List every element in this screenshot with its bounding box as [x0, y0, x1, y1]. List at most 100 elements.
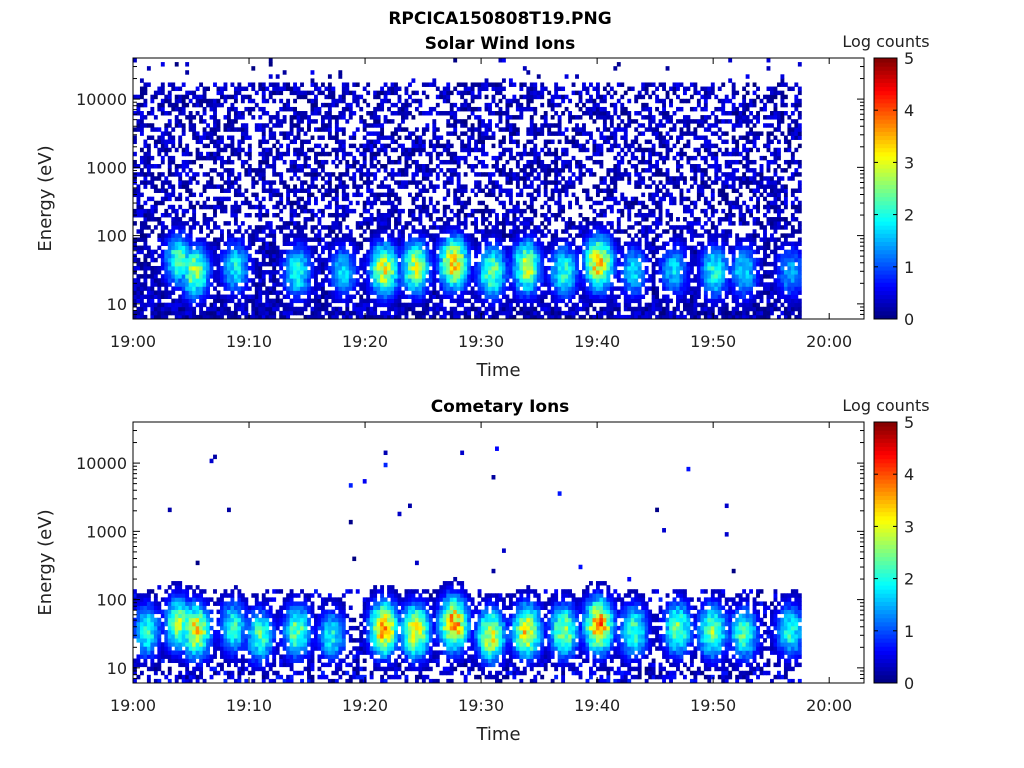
heatmap-cell	[592, 286, 597, 291]
heatmap-cell	[474, 229, 479, 234]
heatmap-cell	[481, 282, 485, 287]
heatmap-cell	[373, 200, 378, 206]
heatmap-cell	[324, 115, 329, 120]
heatmap-cell	[515, 151, 520, 157]
heatmap-cell	[320, 208, 325, 214]
heatmap-cell	[254, 233, 259, 238]
heatmap-cell	[595, 261, 600, 267]
heatmap-cell	[467, 212, 472, 218]
heatmap-cell	[432, 188, 437, 193]
heatmap-cell	[421, 233, 426, 238]
heatmap-cell	[226, 249, 231, 255]
heatmap-cell	[446, 225, 451, 230]
heatmap-cell	[153, 127, 158, 132]
heatmap-cell	[164, 176, 169, 181]
heatmap-cell	[223, 147, 228, 153]
heatmap-cell	[307, 314, 311, 320]
heatmap-cell	[428, 298, 433, 304]
heatmap-cell	[453, 245, 458, 251]
heatmap-cell	[352, 172, 357, 177]
heatmap-cell	[178, 139, 183, 145]
heatmap-cell	[411, 245, 416, 251]
heatmap-cell	[261, 290, 266, 295]
heatmap-cell	[254, 212, 259, 218]
heatmap-cell	[394, 180, 398, 185]
heatmap-cell	[380, 282, 385, 287]
heatmap-cell	[599, 270, 604, 275]
heatmap-cell	[582, 261, 586, 267]
heatmap-cell	[289, 119, 294, 124]
heatmap-cell	[460, 245, 465, 251]
heatmap-cell	[449, 249, 454, 255]
heatmap-cell	[272, 115, 277, 120]
heatmap-cell	[233, 286, 238, 291]
heatmap-cell	[536, 192, 541, 198]
heatmap-cell	[317, 106, 322, 112]
heatmap-cell	[338, 127, 343, 132]
heatmap-cell	[150, 172, 155, 177]
heatmap-cell	[557, 196, 562, 202]
heatmap-cell	[366, 257, 371, 263]
heatmap-cell	[477, 172, 482, 177]
heatmap-cell	[557, 257, 562, 263]
heatmap-cell	[136, 294, 141, 300]
heatmap-cell	[401, 237, 405, 242]
heatmap-cell	[602, 294, 607, 300]
heatmap-cell	[345, 212, 350, 218]
heatmap-cell	[498, 274, 503, 279]
heatmap-cell	[369, 314, 374, 320]
heatmap-cell	[595, 253, 600, 259]
heatmap-cell	[418, 151, 423, 157]
heatmap-cell	[338, 139, 343, 145]
heatmap-cell	[188, 257, 193, 263]
heatmap-cell	[529, 119, 534, 124]
heatmap-cell	[453, 274, 458, 279]
heatmap-cell	[519, 176, 524, 181]
heatmap-cell	[317, 159, 322, 165]
heatmap-cell	[481, 147, 485, 153]
heatmap-cell	[160, 212, 165, 218]
heatmap-cell	[199, 119, 204, 124]
heatmap-cell	[209, 270, 214, 275]
heatmap-cell	[334, 200, 339, 206]
heatmap-cell	[185, 286, 190, 291]
heatmap-cell	[341, 253, 346, 259]
heatmap-cell	[515, 257, 520, 263]
heatmap-cell	[568, 111, 572, 116]
heatmap-cell	[442, 278, 447, 283]
heatmap-cell	[345, 82, 350, 87]
heatmap-cell	[268, 94, 273, 100]
heatmap-cell	[394, 257, 398, 263]
heatmap-cell	[543, 111, 548, 116]
heatmap-cell	[533, 123, 538, 128]
heatmap-cell	[554, 155, 559, 161]
heatmap-cell	[366, 261, 371, 267]
heatmap-cell	[414, 184, 419, 189]
heatmap-cell	[602, 94, 607, 100]
heatmap-cell	[564, 139, 569, 145]
heatmap-cell	[376, 123, 381, 128]
heatmap-cell	[446, 265, 451, 271]
heatmap-cell	[515, 184, 520, 189]
heatmap-cell	[150, 270, 155, 275]
heatmap-cell	[244, 310, 249, 316]
heatmap-cell	[348, 257, 353, 263]
heatmap-cell	[599, 176, 604, 181]
heatmap-cell	[272, 131, 277, 136]
heatmap-cell	[341, 208, 346, 214]
heatmap-cell	[174, 286, 179, 291]
heatmap-cell	[543, 86, 548, 92]
heatmap-cell	[505, 302, 510, 308]
heatmap-cell	[526, 172, 531, 177]
heatmap-cell	[394, 217, 398, 222]
heatmap-cell	[331, 253, 336, 259]
heatmap-cell	[550, 314, 555, 320]
heatmap-cell	[157, 245, 162, 251]
heatmap-cell	[435, 270, 440, 275]
heatmap-cell	[310, 261, 315, 267]
heatmap-cell	[536, 261, 541, 267]
heatmap-cell	[397, 86, 402, 92]
heatmap-cell	[348, 274, 353, 279]
heatmap-cell	[428, 155, 433, 161]
heatmap-cell	[352, 302, 357, 308]
